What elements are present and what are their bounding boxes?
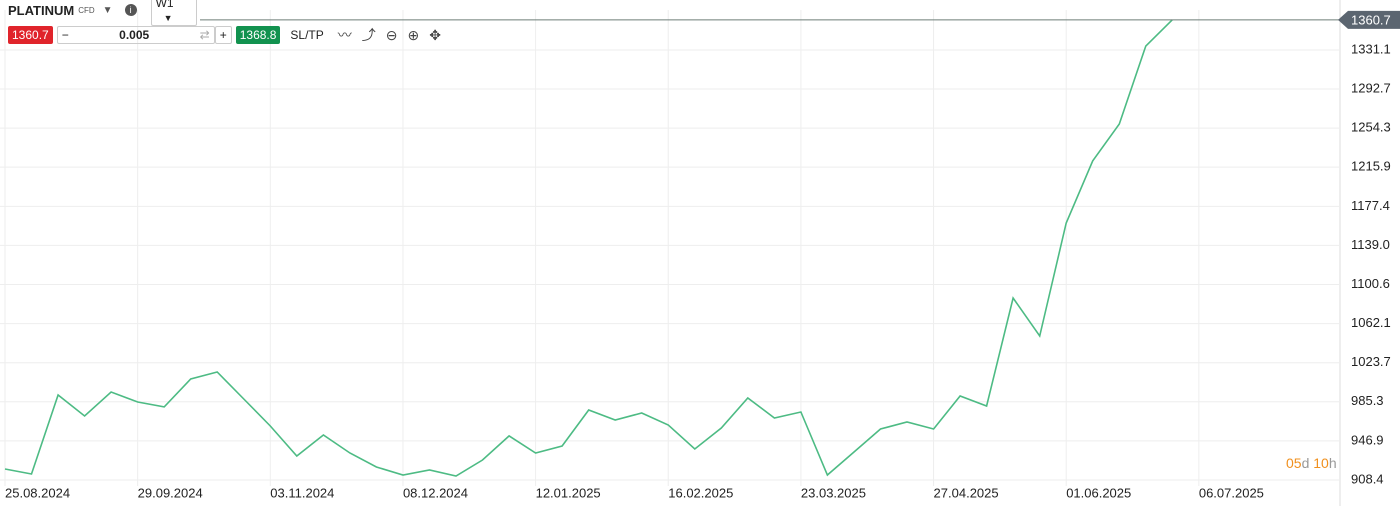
countdown-hours: 10 (1313, 455, 1329, 471)
volume-input[interactable]: − 0.005 ⇄ (56, 26, 215, 44)
x-tick-label: 03.11.2024 (270, 485, 334, 500)
indicator-icon[interactable]: ⤴ (361, 27, 376, 43)
y-tick-label: 1292.7 (1351, 80, 1391, 95)
x-tick-label: 12.01.2025 (536, 485, 601, 500)
timeframe: W1 (155, 0, 174, 10)
dropdown-arrow: ▼ (163, 13, 173, 23)
trade-bar: 1360.7 − 0.005 ⇄ + 1368.8 SL/TP 〰 ⤴ ⊖ ⊕ … (8, 26, 446, 44)
chart-type-icon[interactable]: 〰 (337, 27, 352, 43)
countdown-day-unit: d (1301, 455, 1310, 471)
symbol-bar: PLATINUM CFD ▼ i W1 ▼ (8, 0, 197, 26)
zoom-in-icon[interactable]: ⊕ (407, 26, 420, 43)
buy-button[interactable]: 1368.8 (235, 26, 281, 44)
y-tick-label: 946.9 (1351, 432, 1384, 447)
swap-icon[interactable]: ⇄ (199, 28, 210, 42)
price-tag (1338, 10, 1400, 29)
y-tick-label: 1139.0 (1351, 237, 1390, 252)
move-icon[interactable]: ✥ (429, 26, 441, 43)
y-tick-label: 985.3 (1351, 393, 1384, 408)
y-tick-label: 1100.6 (1351, 276, 1390, 291)
x-tick-label: 08.12.2024 (403, 485, 468, 500)
y-tick-label: 1023.7 (1351, 354, 1391, 369)
x-tick-label: 27.04.2025 (934, 485, 999, 500)
x-tick-label: 25.08.2024 (5, 485, 70, 500)
plus[interactable]: + (214, 26, 232, 44)
minus[interactable]: − (61, 28, 69, 42)
symbol-type: CFD (78, 5, 95, 15)
symbol[interactable]: PLATINUM (8, 2, 75, 18)
y-tick-label: 1177.4 (1351, 198, 1390, 213)
y-tick-label: 908.4 (1351, 471, 1384, 486)
y-tick-label: 1215.9 (1351, 159, 1391, 174)
x-tick-label: 29.09.2024 (138, 485, 203, 500)
price-line (4, 19, 1173, 477)
y-tick-label: 1254.3 (1351, 120, 1391, 135)
x-tick-label: 01.06.2025 (1066, 485, 1131, 500)
volume: 0.005 (119, 28, 150, 42)
zoom-out-icon[interactable]: ⊖ (385, 26, 398, 43)
countdown-days: 05 (1286, 455, 1302, 471)
sltp-button[interactable]: SL/TP (290, 28, 324, 42)
countdown-hour-unit: h (1328, 455, 1337, 471)
price-tag-label: 1360.7 (1351, 12, 1391, 27)
dropdown-arrow[interactable]: ▼ (102, 4, 113, 16)
sell-button[interactable]: 1360.7 (8, 26, 53, 44)
x-tick-label: 06.07.2025 (1199, 485, 1264, 500)
info-icon[interactable]: i (124, 4, 137, 16)
x-tick-label: 23.03.2025 (801, 485, 866, 500)
y-tick-label: 1331.1 (1351, 41, 1391, 56)
countdown: 05 d 10 h (1286, 455, 1337, 471)
x-tick-label: 16.02.2025 (668, 485, 733, 500)
y-tick-label: 1062.1 (1351, 315, 1391, 330)
timeframe-select[interactable]: W1 ▼ (150, 0, 197, 26)
